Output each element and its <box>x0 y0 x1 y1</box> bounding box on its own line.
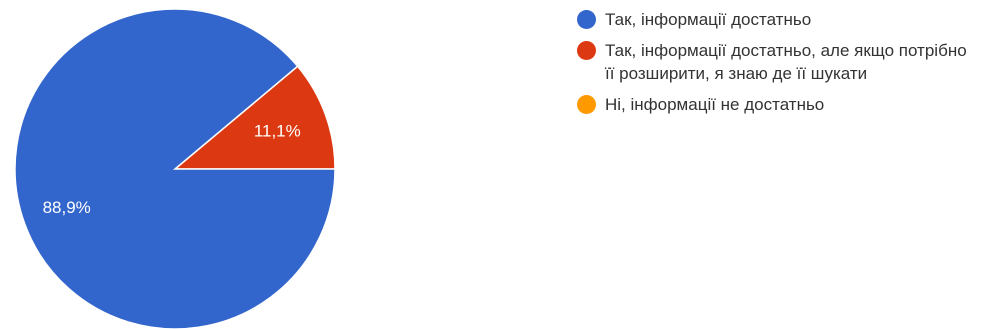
legend-item-1[interactable]: Так, інформації достатньо, але якщо потр… <box>577 39 977 85</box>
pie-slice-label-1: 11,1% <box>254 121 301 140</box>
legend-item-2[interactable]: Ні, інформації не достатньо <box>577 93 977 116</box>
chart-legend: Так, інформації достатньо Так, інформаці… <box>577 8 977 124</box>
legend-label-2: Ні, інформації не достатньо <box>605 95 825 114</box>
legend-swatch-0 <box>577 10 596 29</box>
pie-slice-1[interactable] <box>172 65 336 170</box>
pie-slice-0[interactable] <box>14 8 336 329</box>
legend-label-1: Так, інформації достатньо, але якщо потр… <box>605 41 967 83</box>
legend-swatch-1 <box>577 41 596 60</box>
legend-label-0: Так, інформації достатньо <box>605 10 812 29</box>
pie-slice-label-0: 88,9% <box>43 198 91 217</box>
legend-swatch-2 <box>577 95 596 114</box>
legend-item-0[interactable]: Так, інформації достатньо <box>577 8 977 31</box>
